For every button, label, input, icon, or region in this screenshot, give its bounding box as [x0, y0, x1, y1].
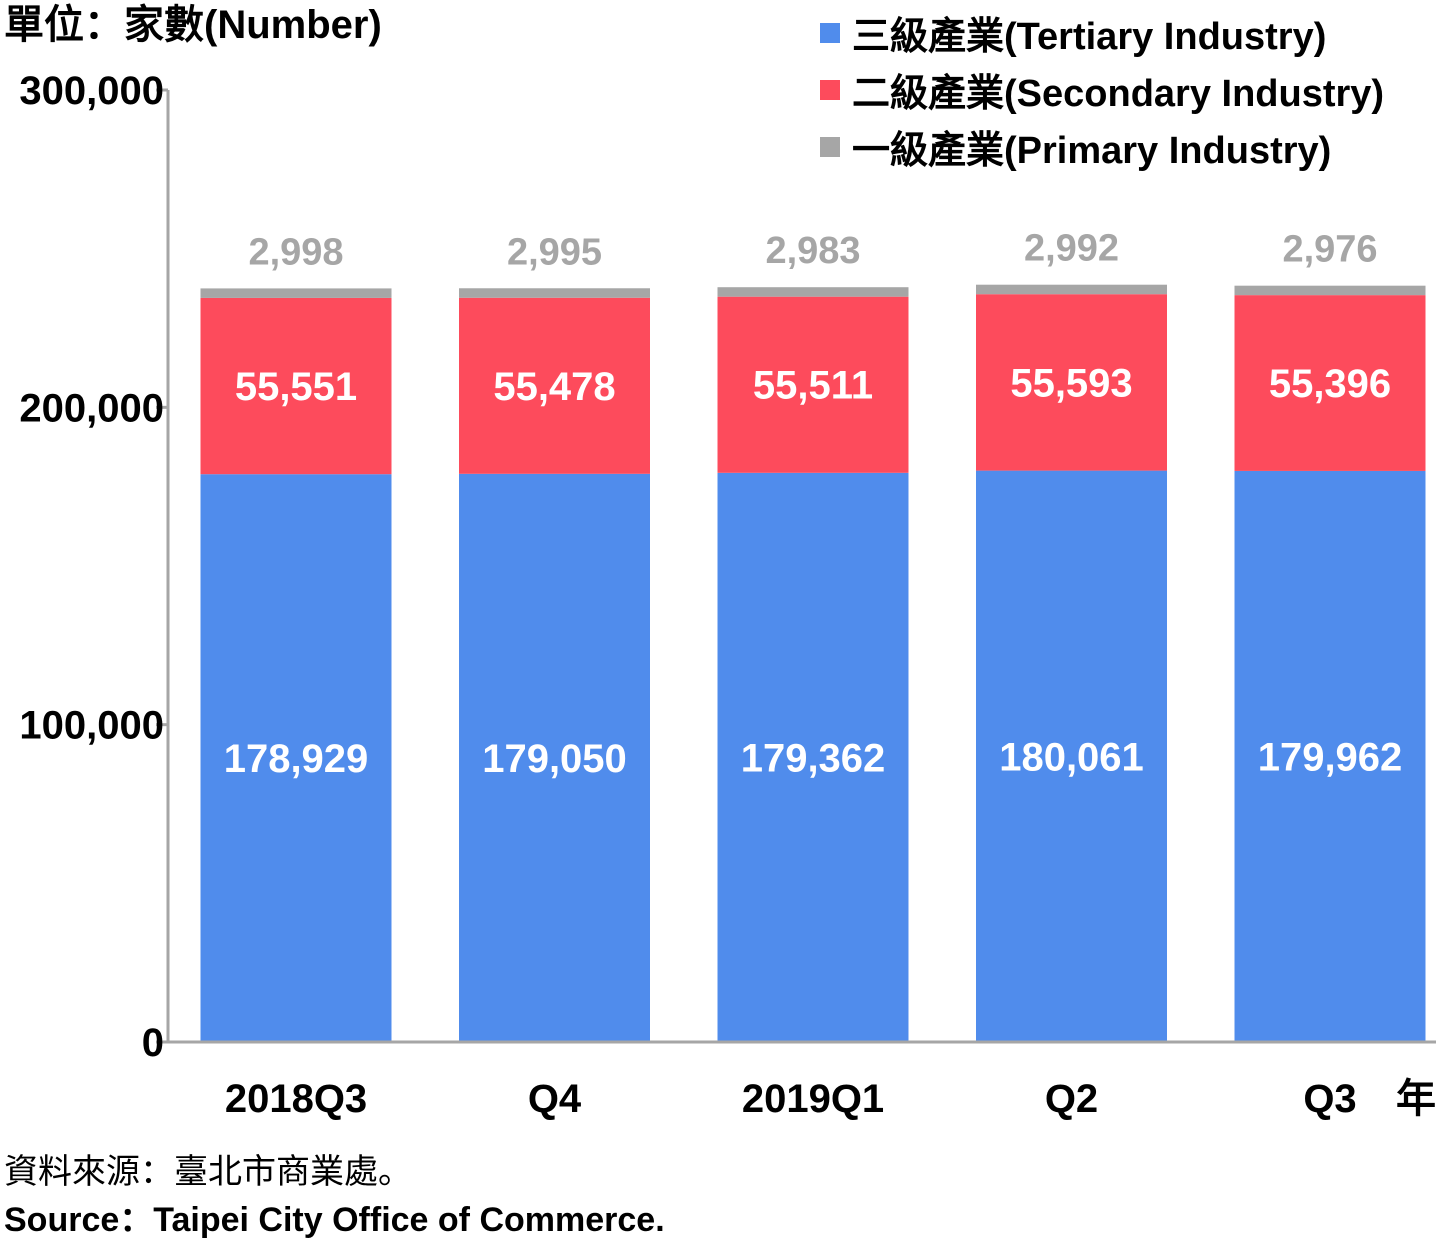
- data-label-tertiary-2: 179,050: [482, 737, 627, 781]
- bar-secondary-3: [717, 296, 909, 473]
- legend-item-tertiary: 三級產業(Tertiary Industry): [820, 4, 1384, 61]
- bar-secondary-4: [976, 294, 1167, 471]
- bar-secondary-5: [1234, 295, 1426, 471]
- data-label-tertiary-3: 179,362: [741, 736, 886, 780]
- bar-primary-3: [717, 287, 909, 297]
- data-label-secondary-2: 55,478: [493, 365, 615, 409]
- y-tick-label-3: 200,000: [19, 386, 164, 430]
- y-tick-label-4: 300,000: [19, 69, 164, 113]
- unit-label: 單位：家數(Number): [4, 3, 382, 47]
- bar-secondary-1: [200, 297, 392, 475]
- x-tick-label-5: Q3: [1303, 1077, 1356, 1121]
- bar-tertiary-5: [1234, 470, 1426, 1042]
- data-label-secondary-5: 55,396: [1269, 362, 1391, 406]
- legend-swatch-tertiary: [820, 22, 840, 43]
- x-axis-suffix: 年: [1396, 1077, 1436, 1121]
- legend-item-primary: 一級產業(Primary Industry): [820, 118, 1384, 175]
- data-label-secondary-4: 55,593: [1010, 361, 1132, 405]
- y-tick-label-1: 0: [142, 1021, 164, 1065]
- legend-label-primary: 一級產業(Primary Industry): [852, 130, 1332, 172]
- bar-tertiary-3: [717, 472, 909, 1042]
- bar-tertiary-1: [200, 474, 392, 1043]
- data-label-secondary-3: 55,511: [753, 364, 873, 408]
- legend-item-secondary: 二級產業(Secondary Industry): [820, 61, 1384, 118]
- bar-tertiary-4: [976, 470, 1167, 1042]
- data-label-tertiary-5: 179,962: [1258, 735, 1403, 779]
- legend: 三級產業(Tertiary Industry) 二級產業(Secondary I…: [820, 4, 1384, 175]
- y-tick-label-2: 100,000: [19, 704, 164, 748]
- bar-primary-2: [459, 288, 650, 298]
- bar-primary-5: [1234, 285, 1426, 296]
- x-tick-label-2: Q4: [528, 1077, 582, 1121]
- x-tick-label-3: 2019Q1: [742, 1077, 884, 1121]
- source-note-en: Source：Taipei City Office of Commerce.: [4, 1201, 665, 1239]
- legend-swatch-primary: [820, 136, 840, 157]
- bar-secondary-2: [459, 297, 650, 474]
- x-tick-label-4: Q2: [1045, 1077, 1098, 1121]
- bar-primary-4: [976, 284, 1167, 295]
- bar-primary-1: [200, 288, 392, 298]
- data-label-tertiary-4: 180,061: [999, 735, 1144, 779]
- data-label-primary-2: 2,995: [507, 231, 602, 273]
- data-label-tertiary-1: 178,929: [224, 737, 369, 781]
- legend-label-secondary: 二級產業(Secondary Industry): [852, 73, 1385, 115]
- x-tick-label-1: 2018Q3: [225, 1077, 367, 1121]
- legend-swatch-secondary: [820, 79, 840, 100]
- source-note-zh: 資料來源：臺北市商業處。: [4, 1153, 412, 1191]
- data-label-primary-1: 2,998: [248, 231, 343, 273]
- data-label-primary-5: 2,976: [1282, 229, 1377, 271]
- legend-label-tertiary: 三級產業(Tertiary Industry): [852, 16, 1327, 58]
- bar-tertiary-2: [459, 473, 650, 1042]
- data-label-primary-4: 2,992: [1024, 228, 1119, 270]
- data-label-primary-3: 2,983: [765, 230, 860, 272]
- data-label-secondary-1: 55,551: [235, 365, 357, 409]
